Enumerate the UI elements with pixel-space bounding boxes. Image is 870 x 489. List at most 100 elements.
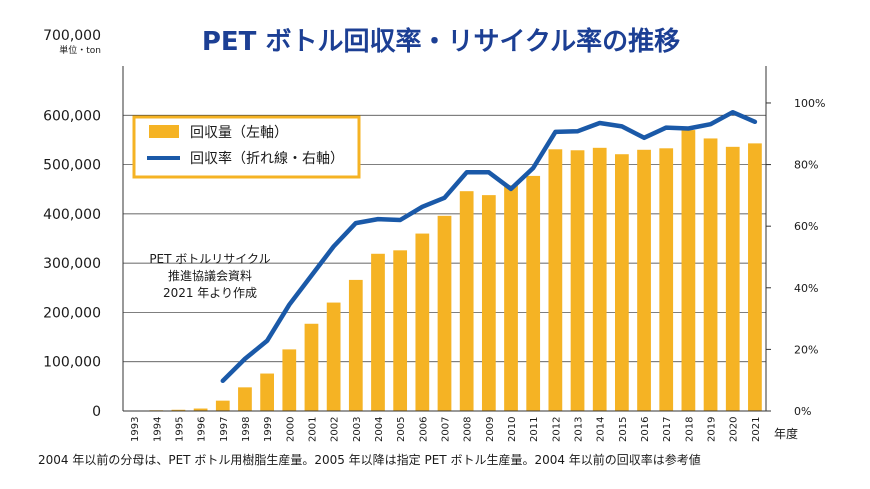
x-tick-label: 2001 [307,417,318,442]
rate-point-2012 [553,130,557,134]
left-tick-label: 300,000 [43,256,101,272]
bar-2002 [326,302,341,411]
rate-point-2005 [398,218,402,222]
x-tick-label: 2007 [441,417,452,442]
right-tick-label: 20% [794,343,818,356]
legend-bar-swatch [149,125,179,138]
x-tick-label: 2019 [707,417,718,442]
x-tick-label: 2010 [507,417,518,442]
rate-point-1998 [243,357,247,361]
bar-2015 [615,154,629,411]
rate-point-2001 [309,273,313,277]
rate-point-2009 [487,170,491,174]
bar-2009 [481,195,496,411]
bar-2021 [748,143,762,411]
rate-point-2018 [686,127,690,131]
rate-point-1999 [265,339,269,343]
x-axis-unit-label: 年度 [774,426,798,441]
left-tick-label: 200,000 [43,305,101,321]
left-axis-ticks: 600,000 500,000 400,000 300,000 200,000 100,0… [43,108,101,420]
footnote: 2004 年以前の分母は、PET ボトル用樹脂生産量。2005 年以降は指定 P… [38,452,701,467]
bar-2008 [459,191,474,411]
rate-point-2006 [420,205,424,209]
bar-2004 [371,253,385,411]
x-tick-label: 2016 [640,417,651,442]
left-axis-unit-label: 単位・ton [59,44,101,56]
x-tick-label: 2002 [330,417,341,442]
x-tick-label: 2015 [618,417,629,442]
rate-point-2000 [287,303,291,307]
rate-point-2011 [531,166,535,170]
bar-1999 [260,373,274,411]
rate-point-1997 [221,379,225,383]
x-tick-label: 2012 [551,417,562,442]
x-tick-label: 1995 [174,417,185,442]
bar-2020 [725,146,740,412]
x-axis-ticks: 1993 1994 1995 1996 1997 1998 1999 2000 2001 2002… [130,417,762,442]
legend: 回収量（左軸） 回収率（折れ線・右軸） [132,115,361,179]
x-tick-label: 2004 [374,417,385,442]
right-tick-label: 0% [794,405,811,418]
bar-2000 [282,349,297,411]
bar-2001 [304,323,319,411]
x-tick-label: 2018 [684,417,695,442]
bar-2013 [570,150,585,411]
right-tick-label: 40% [794,282,818,295]
bar-2016 [637,149,651,412]
bar-2018 [681,130,696,412]
source-annotation: PET ボトルリサイクル 推進協議会資料 2021 年より作成 [149,252,270,300]
rate-point-2017 [664,126,668,130]
legend-bar-label: 回収量（左軸） [190,125,288,141]
rate-point-2015 [620,124,624,128]
bar-1996 [193,408,208,411]
x-tick-label: 1996 [197,417,208,442]
rate-point-2020 [731,110,735,114]
bar-2006 [415,233,430,411]
rate-point-2019 [709,122,713,126]
left-tick-label: 600,000 [43,108,101,124]
axes [122,66,767,412]
rate-point-2010 [509,187,513,191]
legend-line-label: 回収率（折れ線・右軸） [190,150,344,167]
line-series [220,109,758,384]
bar-1998 [238,387,252,411]
x-tick-label: 2021 [751,417,762,442]
x-tick-label: 1998 [241,417,252,442]
bar-2007 [437,215,452,411]
x-tick-label: 2003 [352,417,363,442]
x-tick-label: 2006 [418,417,429,442]
x-tick-label: 2011 [529,417,540,442]
bar-2003 [348,279,363,411]
x-tick-label: 2020 [729,417,740,442]
bar-2005 [393,250,408,411]
x-tick-label: 1993 [130,417,141,442]
x-tick-label: 2000 [285,417,296,442]
rate-point-2021 [753,120,757,124]
rate-point-2003 [354,221,358,225]
bar-1995 [171,409,186,411]
x-tick-label: 2005 [396,417,407,442]
rate-point-2002 [332,245,336,249]
x-tick-label: 1997 [219,417,230,442]
chart-title: PET ボトル回収率・リサイクル率の推移 [202,26,680,57]
rate-point-2014 [598,121,602,125]
x-tick-label: 1994 [152,417,163,442]
annotation-line-3: 2021 年より作成 [163,286,257,300]
bar-2011 [526,175,541,411]
rate-point-2008 [465,170,469,174]
bar-series [127,130,762,412]
left-tick-label: 400,000 [43,207,101,223]
annotation-line-1: PET ボトルリサイクル [149,252,270,266]
x-tick-label: 2008 [463,417,474,442]
right-tick-label: 60% [794,220,818,233]
rate-point-2016 [642,136,646,140]
left-tick-label: 100,000 [43,355,101,371]
left-axis-top-label: 700,000 [43,28,101,44]
rate-point-2013 [576,129,580,133]
bar-2017 [659,148,674,412]
right-tick-label: 100% [794,97,825,110]
right-axis-ticks: 100% 80% 60% 40% 20% 0% [766,97,825,418]
x-tick-label: 2013 [574,417,585,442]
